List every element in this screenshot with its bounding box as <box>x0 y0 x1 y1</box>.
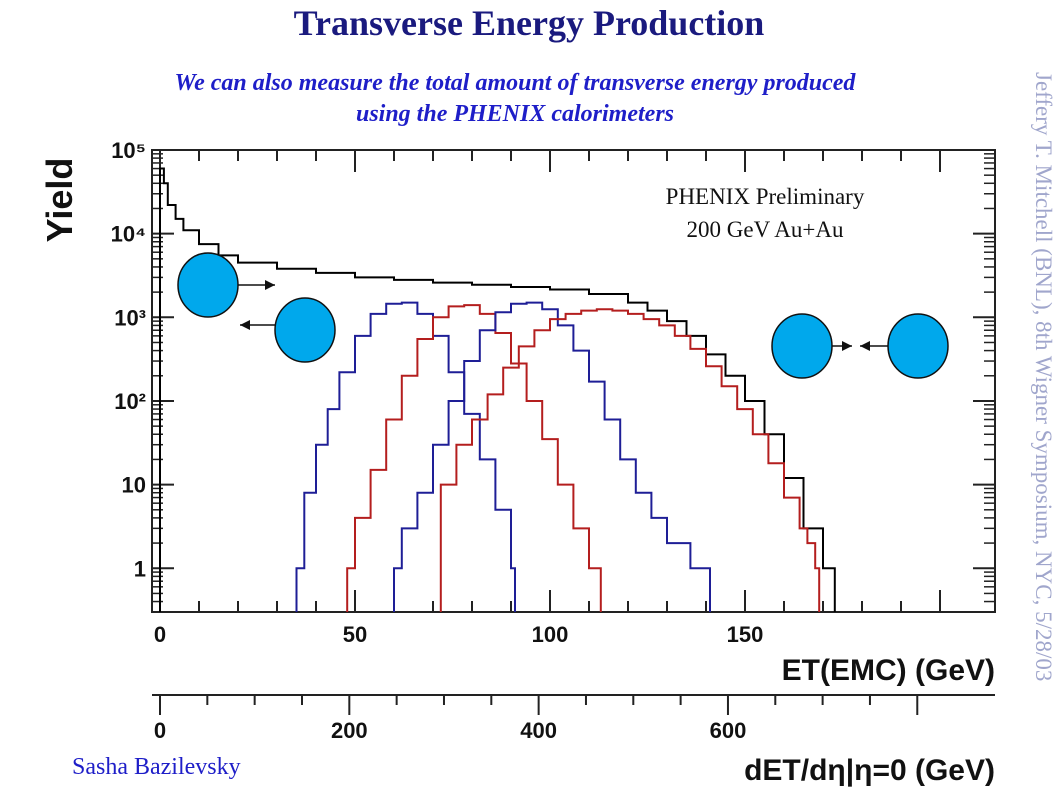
arrow-central-right <box>832 341 852 351</box>
x-tick-label: 100 <box>532 622 569 647</box>
arrow-central-left-head <box>860 341 870 351</box>
series-histogram-2 <box>295 301 516 612</box>
plot-frame <box>151 149 996 613</box>
y-tick-label: 10⁴ <box>111 222 146 247</box>
x-tick-label: 50 <box>343 622 367 647</box>
x2-tick-label: 0 <box>154 718 166 743</box>
subtitle-line-1: We can also measure the total amount of … <box>174 70 856 96</box>
arrow-peripheral-right-head <box>265 280 275 290</box>
slide-subtitle: We can also measure the total amount of … <box>40 68 990 130</box>
nucleus-peripheral-right <box>274 297 336 363</box>
x-tick-label: 0 <box>154 622 166 647</box>
nucleus-central-left <box>771 313 833 379</box>
arrow-peripheral-right <box>238 280 275 290</box>
y-tick-label: 1 <box>134 556 146 581</box>
author-name: Sasha Bazilevsky <box>72 754 241 780</box>
x-axis-label: ET(EMC) (GeV) <box>782 654 995 687</box>
arrow-central-right-head <box>842 341 852 351</box>
x2-tick-label: 600 <box>710 718 747 743</box>
series-histogram-3 <box>346 304 602 612</box>
arrow-peripheral-left <box>240 320 275 330</box>
preliminary-label: PHENIX Preliminary <box>666 184 865 209</box>
side-credit: Jeffery T. Mitchell (BNL), 8th Wigner Sy… <box>1031 72 1056 682</box>
nucleus-peripheral-left <box>177 252 239 318</box>
y-tick-label: 10² <box>114 389 146 414</box>
y-tick-label: 10⁵ <box>111 138 146 163</box>
x2-axis-label: dET/dη|η=0 (GeV) <box>744 754 995 787</box>
y-axis-label: Yield <box>39 158 80 243</box>
series-histogram-5 <box>439 308 821 612</box>
arrow-peripheral-left-head <box>240 320 250 330</box>
nucleus-central-right <box>887 313 949 379</box>
y-tick-label: 10³ <box>114 305 146 330</box>
series-histogram-4 <box>393 301 711 612</box>
series-histogram-1 <box>159 167 836 612</box>
y-tick-label: 10 <box>122 473 146 498</box>
collision-label: 200 GeV Au+Au <box>687 217 844 242</box>
x-tick-label: 150 <box>727 622 764 647</box>
arrow-central-left <box>860 341 888 351</box>
slide-title: Transverse Energy Production <box>293 3 765 43</box>
x2-tick-label: 200 <box>331 718 368 743</box>
subtitle-line-2: using the PHENIX calorimeters <box>355 101 675 127</box>
x2-tick-label: 400 <box>520 718 557 743</box>
